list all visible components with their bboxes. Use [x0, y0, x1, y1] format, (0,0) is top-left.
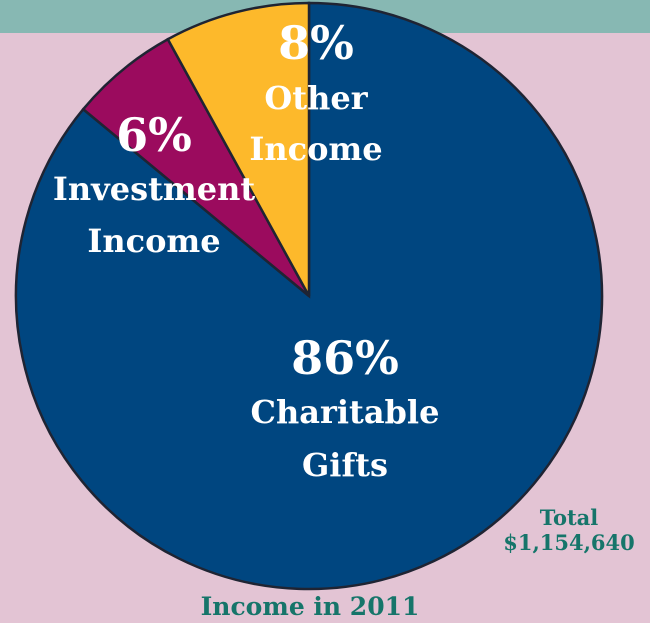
slice-percent-label-1: 6% [116, 108, 192, 162]
slice-name-label-2-1: Income [249, 130, 382, 168]
total-label: Total $1,154,640 [494, 505, 644, 555]
slice-percent-label-0: 86% [291, 331, 399, 385]
pie-slices [14, 1, 604, 591]
slice-name-label-0-0: Charitable [251, 393, 440, 431]
slice-name-label-1-0: Investment [53, 170, 255, 208]
pie-slice-0 [14, 1, 604, 591]
slice-name-label-1-1: Income [87, 222, 220, 260]
slice-name-label-2-0: Other [264, 79, 368, 117]
total-title: Total [539, 505, 599, 530]
chart-title: Income in 2011 [200, 592, 420, 621]
pie-labels: 86%CharitableGifts6%InvestmentIncome8%Ot… [53, 16, 440, 484]
pie-slice-2 [166, 1, 311, 297]
slice-percent-label-2: 8% [278, 16, 354, 70]
total-value: $1,154,640 [503, 530, 635, 555]
slice-name-label-0-1: Gifts [302, 446, 388, 484]
